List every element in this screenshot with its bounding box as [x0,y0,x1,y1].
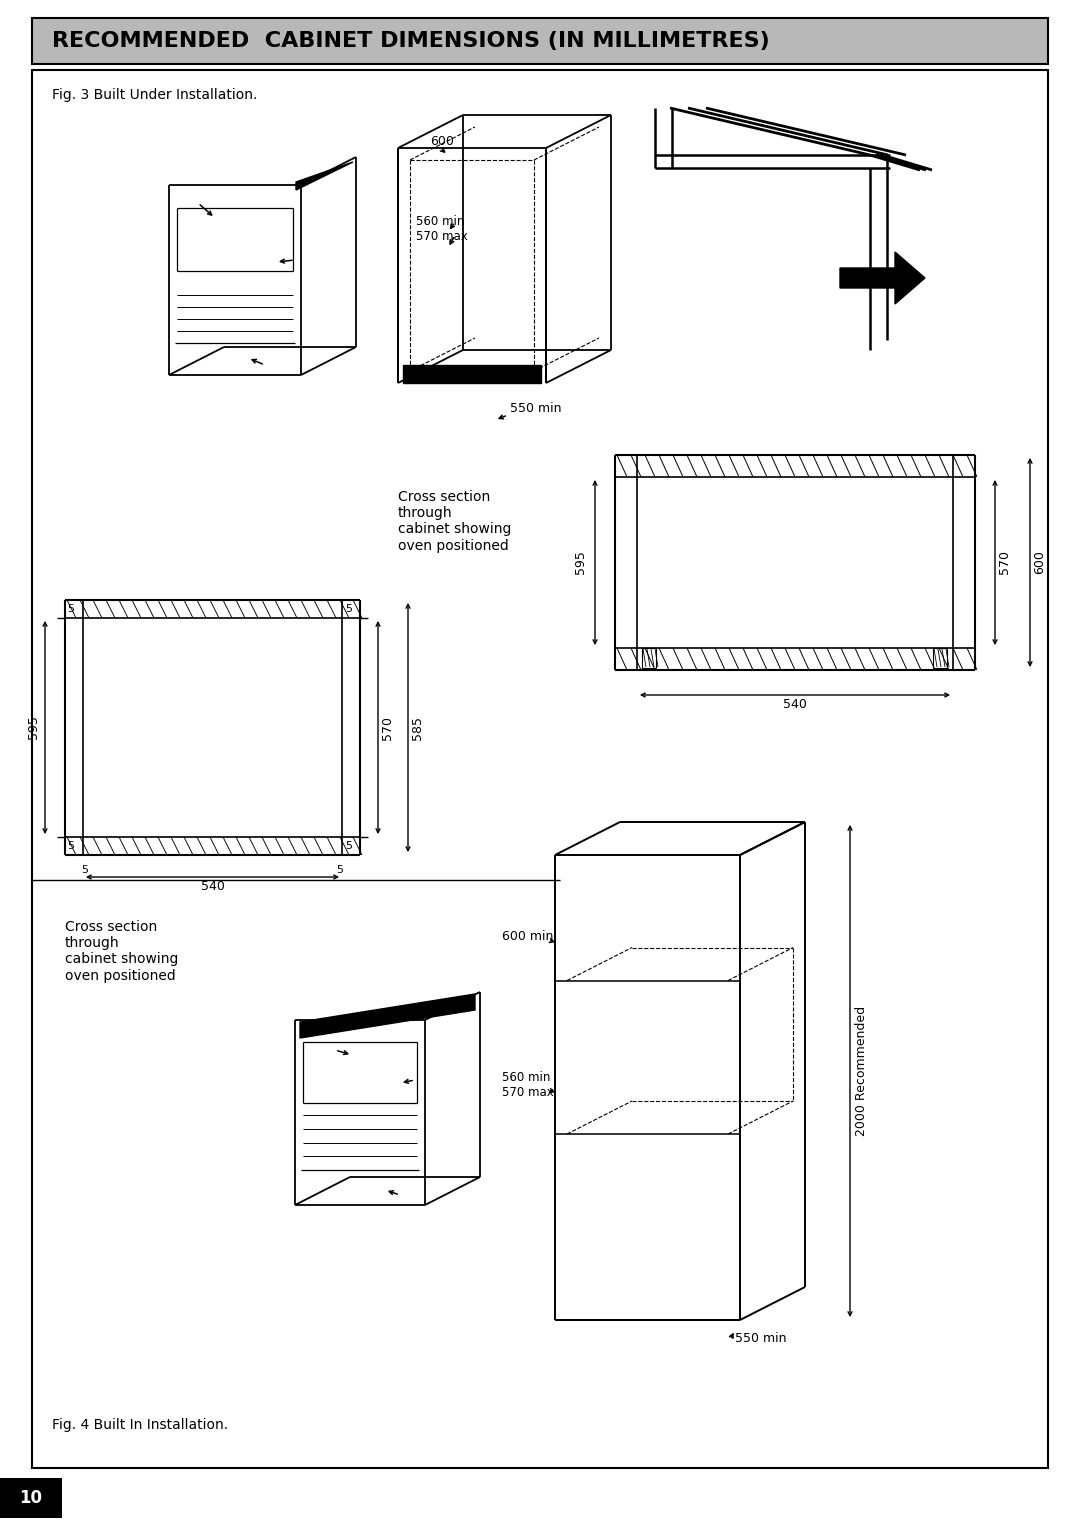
Text: 550 min: 550 min [735,1331,786,1345]
Text: Fig. 3 Built Under Installation.: Fig. 3 Built Under Installation. [52,89,257,102]
Polygon shape [840,252,924,304]
Text: Fig. 4 Built In Installation.: Fig. 4 Built In Installation. [52,1418,228,1432]
Bar [642,648,656,668]
Text: 10: 10 [19,1488,42,1507]
Text: 560 min
570 max: 560 min 570 max [416,215,468,243]
Text: 5: 5 [67,604,75,614]
Bar [32,18,1048,64]
Text: 540: 540 [201,880,225,892]
Text: 600 min: 600 min [502,931,553,943]
Text: 595: 595 [573,550,588,575]
Text: 600: 600 [1032,550,1047,575]
Text: 585: 585 [411,715,424,740]
Bar [0,1478,62,1517]
Text: 5: 5 [345,840,352,851]
Text: 600: 600 [430,134,454,148]
Text: 595: 595 [27,715,40,740]
Text: 5: 5 [81,865,89,876]
Text: 560 min
570 max: 560 min 570 max [502,1071,554,1099]
Text: 5: 5 [67,840,75,851]
Text: 570: 570 [998,550,1011,575]
Text: 570: 570 [381,715,394,740]
Text: 5: 5 [337,865,343,876]
Text: 540: 540 [783,698,807,711]
Text: RECOMMENDED  CABINET DIMENSIONS (IN MILLIMETRES): RECOMMENDED CABINET DIMENSIONS (IN MILLI… [52,31,770,50]
Bar [933,648,947,668]
Text: 2000 Recommended: 2000 Recommended [855,1005,868,1135]
Text: 5: 5 [345,604,352,614]
Polygon shape [300,995,475,1038]
Polygon shape [403,365,541,384]
Text: Cross section
through
cabinet showing
oven positioned: Cross section through cabinet showing ov… [65,920,178,983]
Text: Cross section
through
cabinet showing
oven positioned: Cross section through cabinet showing ov… [399,490,511,553]
Polygon shape [296,162,353,189]
Text: 550 min: 550 min [510,402,562,414]
